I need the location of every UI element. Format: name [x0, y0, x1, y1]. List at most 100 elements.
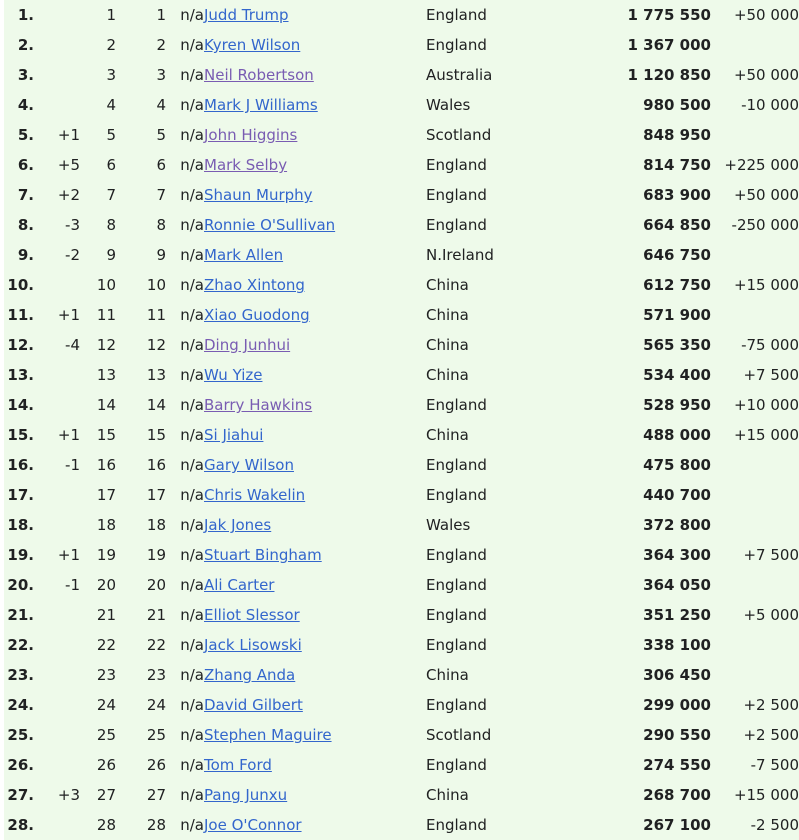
country-cell: England — [426, 396, 487, 414]
highest-rank-cell: 10 — [146, 276, 166, 294]
seeding-cell: n/a — [180, 36, 204, 54]
seeding-cell: n/a — [180, 486, 204, 504]
player-link[interactable]: Zhao Xintong — [204, 276, 305, 294]
player-link[interactable]: Gary Wilson — [204, 456, 294, 474]
player-link[interactable]: Mark Selby — [204, 156, 288, 174]
player-link[interactable]: Neil Robertson — [204, 66, 314, 84]
table-row: 3. 3 3 n/a Neil Robertson Australia 1 120 850 +… — [4, 60, 799, 90]
movement-cell — [34, 60, 80, 90]
player-link[interactable]: Judd Trump — [204, 6, 289, 24]
table-row: 13. 13 13 n/a Wu Yize China 534 400 +7 500 — [4, 360, 799, 390]
player-link[interactable]: Jack Lisowski — [204, 636, 302, 654]
player-cell: John Higgins — [204, 120, 426, 150]
country-cell: N.Ireland — [426, 246, 494, 264]
player-link[interactable]: Chris Wakelin — [204, 486, 306, 504]
country-cell: Scotland — [426, 126, 492, 144]
money-change-cell: +15 000 — [733, 276, 799, 294]
country-cell: England — [426, 186, 487, 204]
player-cell: Mark Selby — [204, 150, 426, 180]
previous-rank-cell: 8 — [106, 216, 116, 234]
player-link[interactable]: Zhang Anda — [204, 666, 296, 684]
money-change-cell: -10 000 — [741, 96, 799, 114]
player-cell: Ding Junhui — [204, 330, 426, 360]
country-cell: China — [426, 306, 469, 324]
money-change-cell: -75 000 — [741, 336, 799, 354]
highest-rank-cell: 3 — [156, 66, 166, 84]
player-link[interactable]: Stuart Bingham — [204, 546, 322, 564]
player-link[interactable]: Stephen Maguire — [204, 726, 332, 744]
movement-cell: +3 — [57, 786, 80, 804]
country-cell: England — [426, 36, 487, 54]
seeding-cell: n/a — [180, 786, 204, 804]
player-link[interactable]: Si Jiahui — [204, 426, 264, 444]
seeding-cell: n/a — [180, 576, 204, 594]
country-cell: England — [426, 756, 487, 774]
player-link[interactable]: Elliot Slessor — [204, 606, 300, 624]
movement-cell: -3 — [65, 216, 80, 234]
player-cell: David Gilbert — [204, 690, 426, 720]
player-link[interactable]: Joe O'Connor — [204, 816, 302, 834]
rank-cell: 28. — [7, 816, 34, 834]
player-link[interactable]: John Higgins — [204, 126, 298, 144]
player-link[interactable]: Mark Allen — [204, 246, 284, 264]
movement-cell: -4 — [65, 336, 80, 354]
player-link[interactable]: Ali Carter — [204, 576, 275, 594]
rankings-table-body: 1. 1 1 n/a Judd Trump England 1 775 550 +50 000… — [4, 0, 799, 840]
player-link[interactable]: Barry Hawkins — [204, 396, 313, 414]
player-link[interactable]: Ronnie O'Sullivan — [204, 216, 336, 234]
table-row: 23. 23 23 n/a Zhang Anda China 306 450 — [4, 660, 799, 690]
rank-cell: 14. — [7, 396, 34, 414]
previous-rank-cell: 18 — [96, 516, 116, 534]
rank-cell: 9. — [17, 246, 34, 264]
previous-rank-cell: 15 — [96, 426, 116, 444]
previous-rank-cell: 6 — [106, 156, 116, 174]
prize-money-cell: 646 750 — [643, 246, 711, 264]
seeding-cell: n/a — [180, 666, 204, 684]
prize-money-cell: 440 700 — [643, 486, 711, 504]
movement-cell: +1 — [57, 546, 80, 564]
country-cell: China — [426, 426, 469, 444]
player-link[interactable]: Tom Ford — [204, 756, 272, 774]
money-change-cell — [711, 480, 799, 510]
player-link[interactable]: Pang Junxu — [204, 786, 288, 804]
table-row: 22. 22 22 n/a Jack Lisowski England 338 100 — [4, 630, 799, 660]
highest-rank-cell: 15 — [146, 426, 166, 444]
player-cell: Mark J Williams — [204, 90, 426, 120]
prize-money-cell: 372 800 — [643, 516, 711, 534]
player-link[interactable]: Kyren Wilson — [204, 36, 301, 54]
seeding-cell: n/a — [180, 96, 204, 114]
highest-rank-cell: 18 — [146, 516, 166, 534]
player-link[interactable]: Shaun Murphy — [204, 186, 313, 204]
movement-cell: -1 — [65, 456, 80, 474]
player-cell: Neil Robertson — [204, 60, 426, 90]
prize-money-cell: 299 000 — [643, 696, 711, 714]
player-link[interactable]: Wu Yize — [204, 366, 263, 384]
previous-rank-cell: 21 — [96, 606, 116, 624]
money-change-cell — [711, 240, 799, 270]
rank-cell: 23. — [7, 666, 34, 684]
table-row: 19. +1 19 19 n/a Stuart Bingham England 364 300… — [4, 540, 799, 570]
previous-rank-cell: 10 — [96, 276, 116, 294]
seeding-cell: n/a — [180, 6, 204, 24]
player-link[interactable]: Jak Jones — [204, 516, 272, 534]
player-cell: Zhao Xintong — [204, 270, 426, 300]
prize-money-cell: 565 350 — [643, 336, 711, 354]
player-link[interactable]: Ding Junhui — [204, 336, 291, 354]
rank-cell: 19. — [7, 546, 34, 564]
seeding-cell: n/a — [180, 186, 204, 204]
seeding-cell: n/a — [180, 726, 204, 744]
table-row: 7. +2 7 7 n/a Shaun Murphy England 683 900 +50 0… — [4, 180, 799, 210]
player-cell: Ali Carter — [204, 570, 426, 600]
highest-rank-cell: 4 — [156, 96, 166, 114]
player-link[interactable]: David Gilbert — [204, 696, 303, 714]
player-link[interactable]: Mark J Williams — [204, 96, 318, 114]
country-cell: China — [426, 666, 469, 684]
prize-money-cell: 364 300 — [643, 546, 711, 564]
previous-rank-cell: 22 — [96, 636, 116, 654]
seeding-cell: n/a — [180, 366, 204, 384]
country-cell: China — [426, 336, 469, 354]
money-change-cell: +2 500 — [743, 726, 799, 744]
highest-rank-cell: 7 — [156, 186, 166, 204]
previous-rank-cell: 23 — [96, 666, 116, 684]
player-link[interactable]: Xiao Guodong — [204, 306, 310, 324]
